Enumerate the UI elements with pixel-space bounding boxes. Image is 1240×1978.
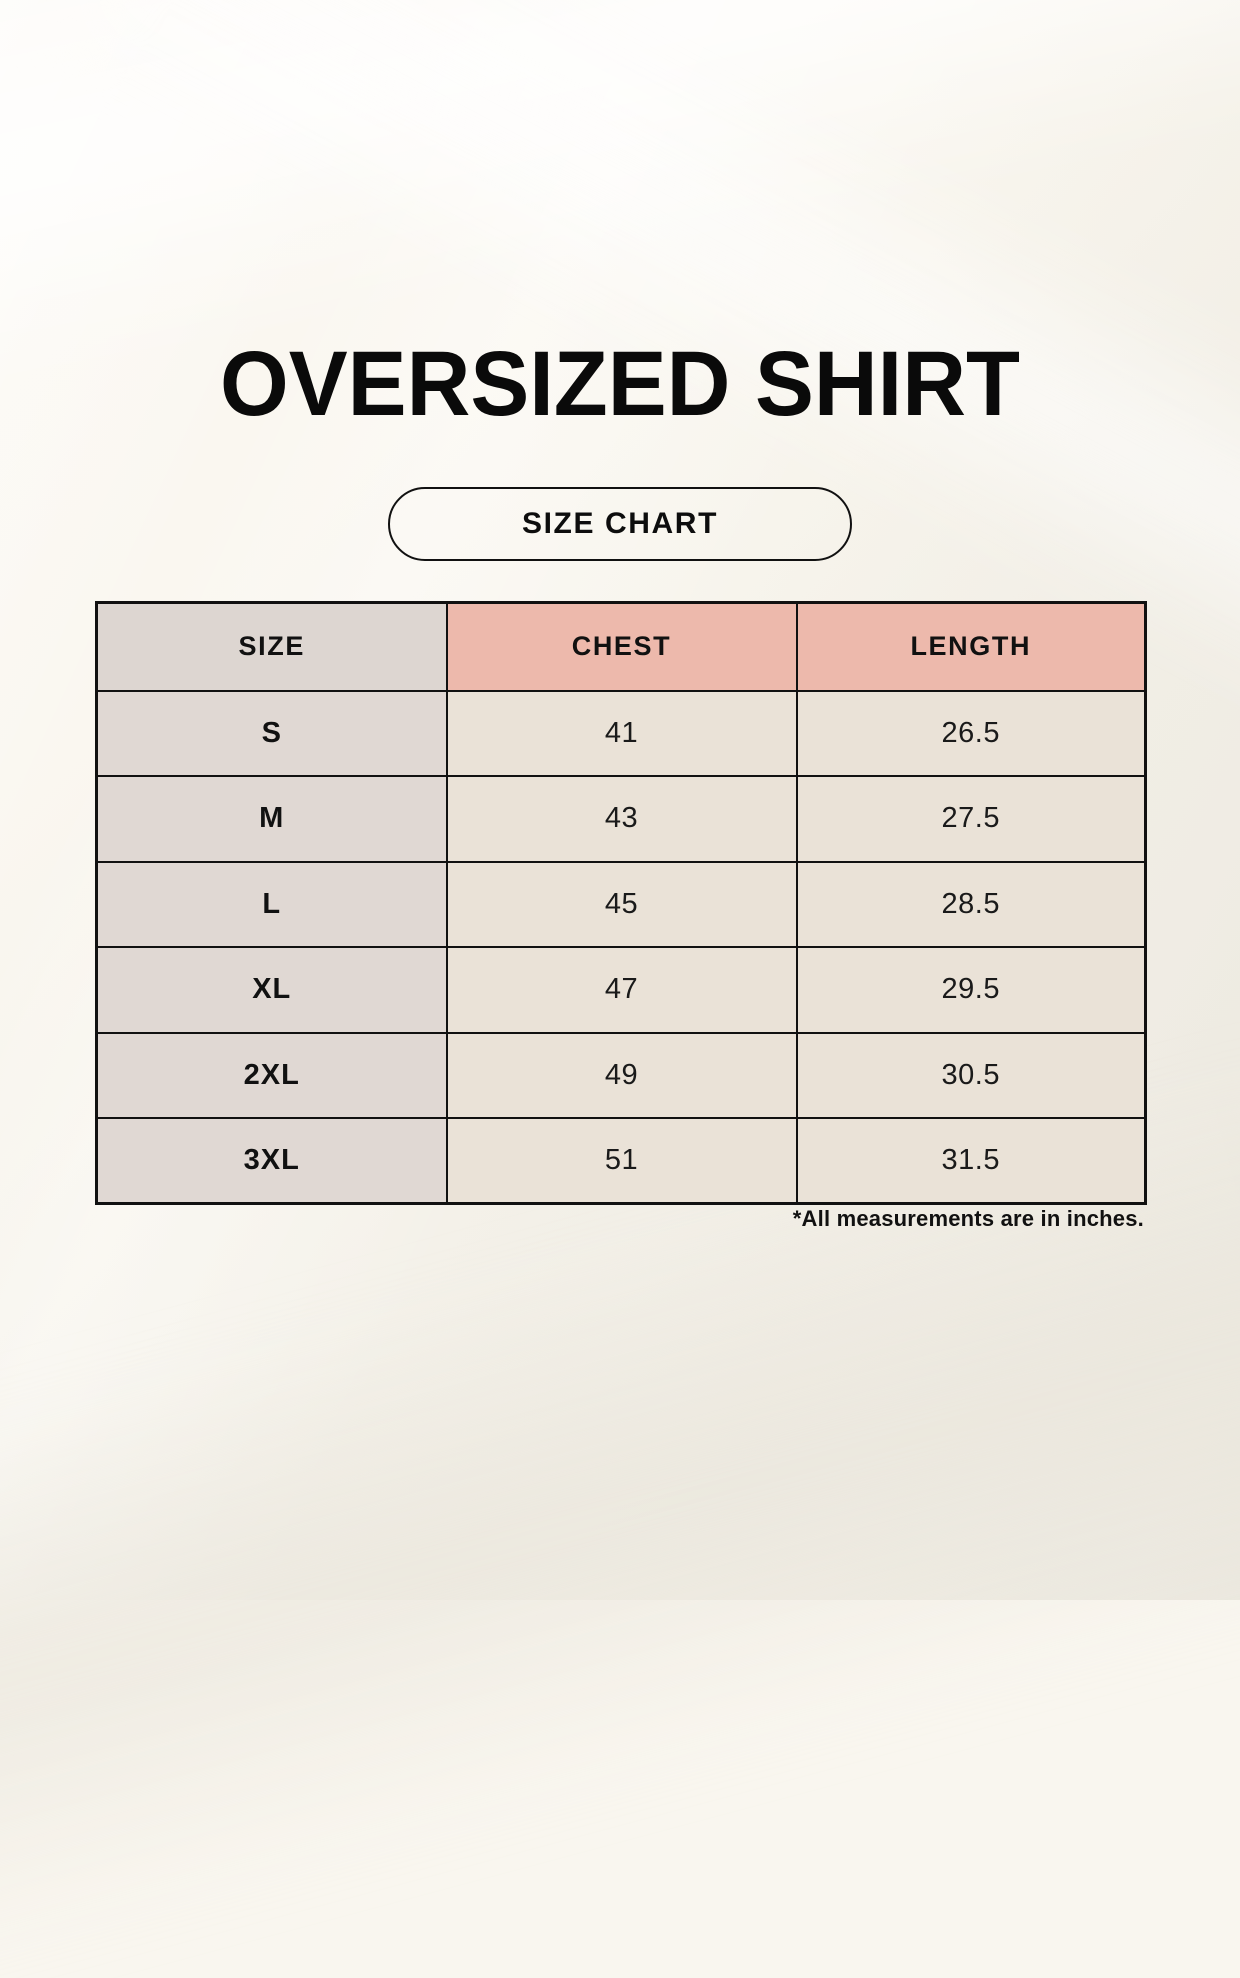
cell-length: 28.5 — [795, 860, 1147, 948]
table-row: L 45 28.5 — [95, 860, 1147, 948]
cell-chest: 49 — [445, 1031, 798, 1119]
size-chart-poster: OVERSIZED SHIRT SIZE CHART SIZE CHEST LE… — [0, 333, 1240, 1231]
size-table-body: S 41 26.5 M 43 27.5 L 45 28.5 XL 47 — [95, 689, 1147, 1205]
column-header-size: SIZE — [95, 601, 448, 692]
size-chart-badge: SIZE CHART — [388, 487, 852, 561]
size-table-header: SIZE CHEST LENGTH — [95, 601, 1147, 692]
column-header-chest: CHEST — [445, 601, 798, 692]
page-title: OVERSIZED SHIRT — [220, 333, 1020, 435]
size-table: SIZE CHEST LENGTH S 41 26.5 M 43 27.5 L — [95, 601, 1147, 1205]
cell-size: 2XL — [95, 1031, 448, 1119]
table-row: 3XL 51 31.5 — [95, 1117, 1147, 1205]
cell-size: XL — [95, 946, 448, 1034]
badge-container: SIZE CHART — [0, 487, 1240, 561]
cell-size: L — [95, 860, 448, 948]
column-header-length: LENGTH — [795, 601, 1147, 692]
cell-length: 26.5 — [795, 689, 1147, 777]
cell-chest: 43 — [445, 775, 798, 863]
cell-length: 27.5 — [795, 775, 1147, 863]
cell-size: M — [95, 775, 448, 863]
table-header-row: SIZE CHEST LENGTH — [95, 601, 1147, 692]
cell-length: 29.5 — [795, 946, 1147, 1034]
table-row: M 43 27.5 — [95, 775, 1147, 863]
cell-chest: 47 — [445, 946, 798, 1034]
measurement-note: *All measurements are in inches. — [792, 1206, 1144, 1231]
cell-length: 30.5 — [795, 1031, 1147, 1119]
size-table-container: SIZE CHEST LENGTH S 41 26.5 M 43 27.5 L — [95, 601, 1147, 1205]
cell-chest: 45 — [445, 860, 798, 948]
cell-chest: 41 — [445, 689, 798, 777]
table-row: 2XL 49 30.5 — [95, 1031, 1147, 1119]
table-row: S 41 26.5 — [95, 689, 1147, 777]
cell-length: 31.5 — [795, 1117, 1147, 1205]
table-row: XL 47 29.5 — [95, 946, 1147, 1034]
cell-chest: 51 — [445, 1117, 798, 1205]
cell-size: S — [95, 689, 448, 777]
cell-size: 3XL — [95, 1117, 448, 1205]
